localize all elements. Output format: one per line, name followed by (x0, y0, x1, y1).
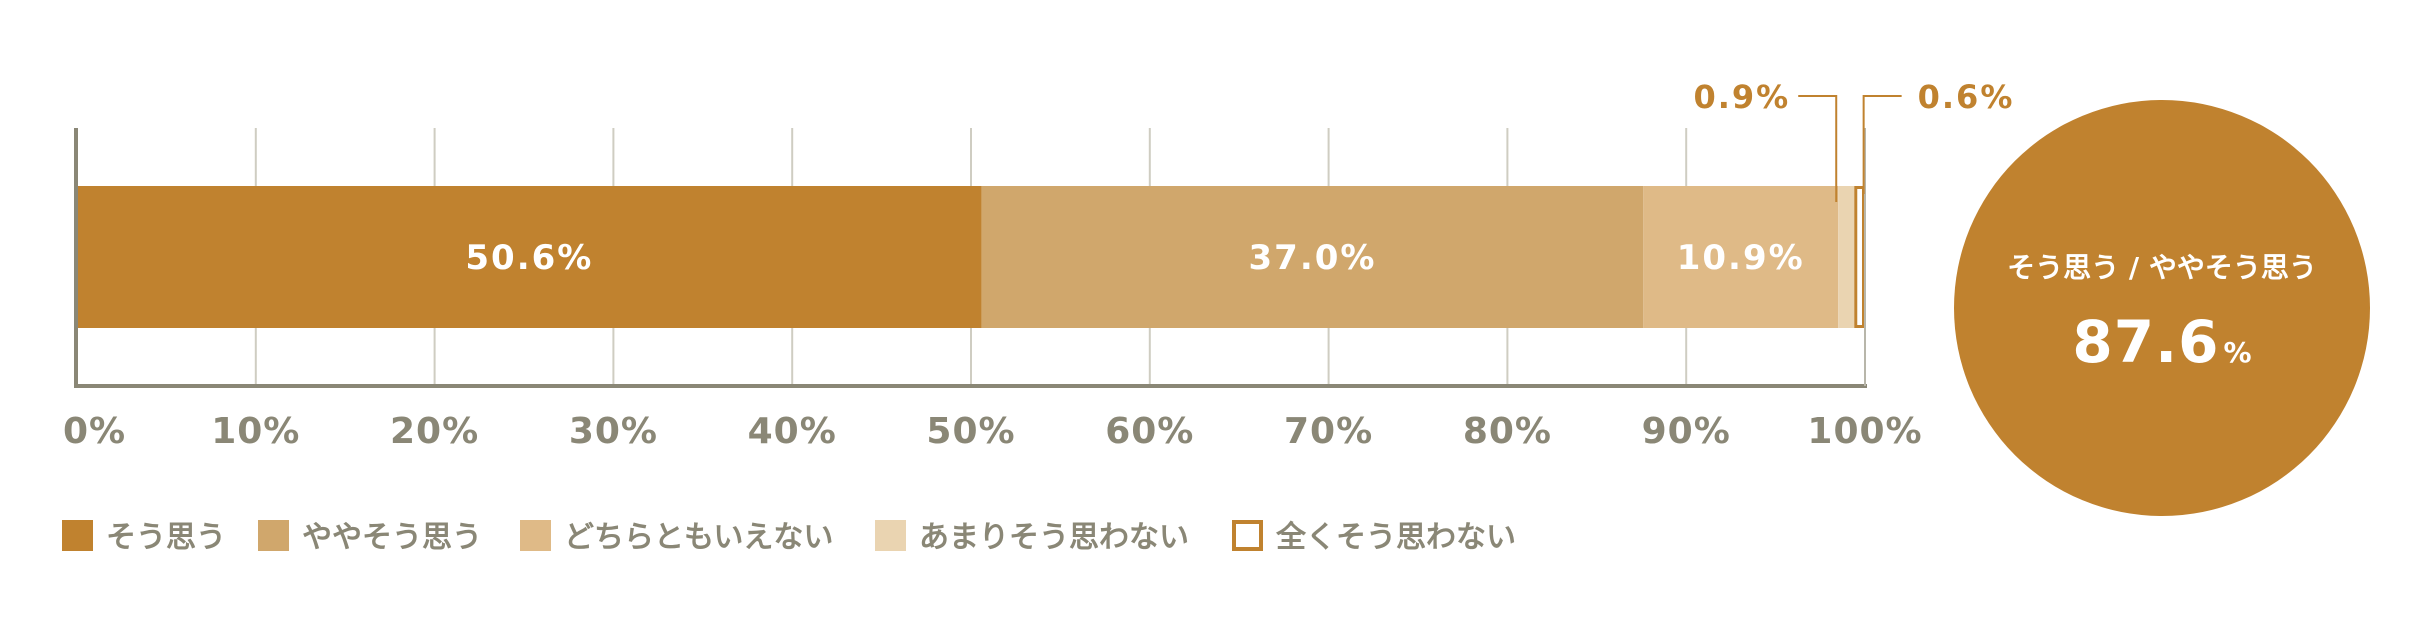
tick-label: 70% (1284, 411, 1373, 452)
tick-label: 30% (569, 411, 658, 452)
bar-segment (1854, 186, 1865, 328)
legend-label: そう思う (106, 520, 226, 555)
callout-label: 0.6% (1918, 78, 2015, 116)
bar-segment (77, 186, 982, 328)
callout-leader (1862, 95, 1902, 194)
legend-label: どちらともいえない (564, 520, 833, 555)
tick-label: 60% (1105, 411, 1194, 452)
legend-swatch (258, 520, 289, 551)
bar-segment (1838, 186, 1855, 328)
tick-label: 80% (1463, 411, 1552, 452)
summary-value: 87.6 (2072, 308, 2219, 376)
legend-swatch (875, 520, 906, 551)
tick-label: 0% (63, 411, 126, 452)
legend-swatch (1232, 520, 1263, 551)
tick-label: 90% (1642, 411, 1731, 452)
summary-label: そう思う / ややそう思う (2007, 251, 2317, 284)
tick-label: 10% (211, 411, 300, 452)
legend: そう思う ややそう思う どちらともいえない あまりそう思わない 全くそう思わない (62, 520, 1516, 555)
summary-unit: % (2224, 336, 2252, 369)
legend-label: ややそう思う (302, 520, 482, 555)
bar-value-label: 37.0% (1249, 238, 1377, 278)
bar-segment (981, 186, 1644, 328)
legend-swatch (62, 520, 93, 551)
bar-segment (1643, 186, 1839, 328)
summary-disc (1954, 100, 2370, 516)
tick-label: 20% (390, 411, 479, 452)
callout-label: 0.9% (1693, 78, 1790, 116)
bar-labels: 50.6% 37.0% 10.9% (465, 238, 1805, 278)
axes (74, 128, 1867, 388)
legend-label: あまりそう思わない (919, 520, 1189, 555)
legend-swatch (520, 520, 551, 551)
tick-label: 50% (926, 411, 1015, 452)
bar-segments (77, 186, 1865, 328)
summary-circle: そう思う / ややそう思う 87.6% (1954, 100, 2370, 516)
tick-label: 100% (1807, 411, 1922, 452)
tick-label: 40% (748, 411, 837, 452)
tick-labels: 0% 10% 20% 30% 40% 50% 60% 70% 80% 90% 100% (63, 411, 1922, 452)
callout-leader (1798, 95, 1838, 202)
callouts: 0.9% 0.6% (1693, 78, 2015, 202)
bar-value-label: 50.6% (465, 238, 593, 278)
summary-value-line: 87.6% (2072, 308, 2251, 376)
legend-label: 全くそう思わない (1275, 520, 1516, 555)
bar-value-label: 10.9% (1677, 238, 1805, 278)
